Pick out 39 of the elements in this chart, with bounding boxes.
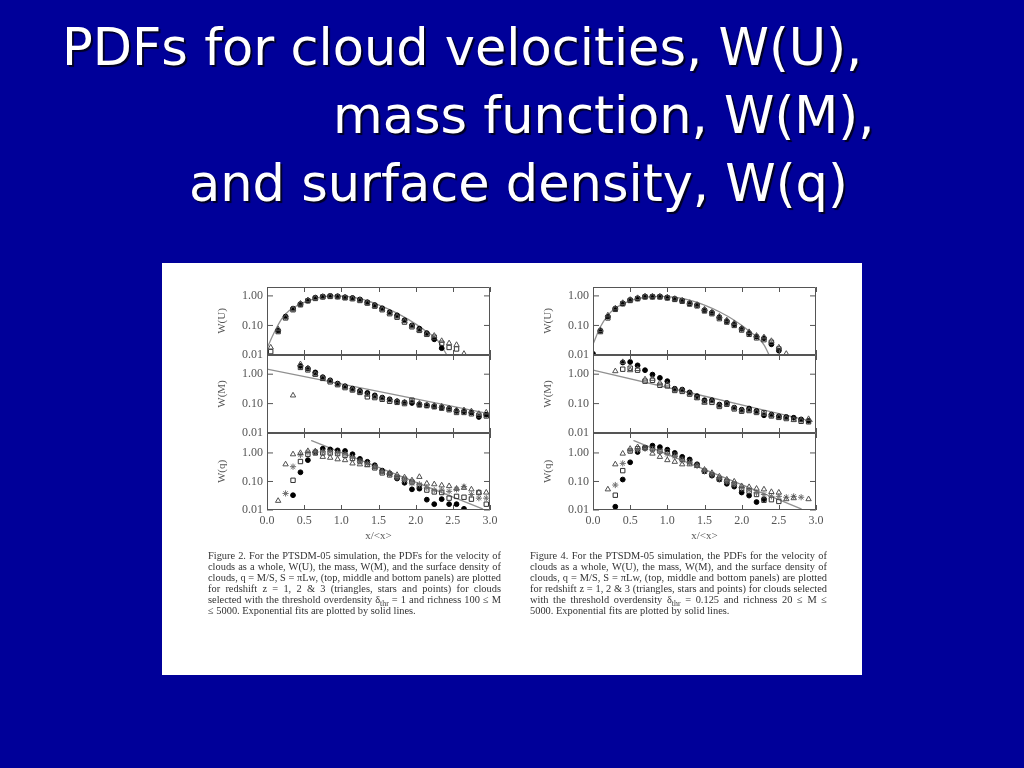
y-axis-title: W(M) (215, 379, 229, 408)
y-tick-label: 0.10 (568, 473, 589, 488)
x-tick-label: 2.0 (734, 513, 750, 528)
x-tick-label: 3.0 (808, 513, 824, 528)
y-tick-label: 1.00 (242, 445, 263, 460)
y-tick-label: 0.10 (242, 317, 263, 332)
caption: Figure 4. For the PTSDM-05 simulation, the PDFs for the velocity of clouds as a whole, W(U), the mass, W(M), and the surface density of clouds, q = M/S, S = πLw, (top, middle and bottom panels) are plotted for redshift z = 1, 2 & 3 (triangles, stars and points) for clouds selected with the threshold overdensity δ$_{thr}$ = 0.125 and richness 20 ≤ M ≤ 5000. Exponential fits are plotted by solid lines. (530, 550, 827, 616)
x-axis-title: x/<x> (365, 529, 392, 542)
y-tick-label: 1.00 (568, 445, 589, 460)
x-tick-label: 1.0 (659, 513, 675, 528)
y-tick-label: 0.10 (242, 473, 263, 488)
y-tick-label: 1.00 (242, 288, 263, 303)
y-axis-title: W(q) (215, 459, 229, 484)
y-tick-label: 0.10 (568, 395, 589, 410)
y-tick-label: 0.01 (568, 425, 589, 440)
x-tick-label: 1.0 (333, 513, 349, 528)
y-tick-label: 0.10 (242, 395, 263, 410)
y-axis-title: W(M) (541, 379, 555, 408)
y-axis-title: W(U) (215, 307, 229, 334)
y-tick-label: 1.00 (568, 288, 589, 303)
x-tick-label: 0.5 (622, 513, 638, 528)
y-tick-label: 0.10 (568, 317, 589, 332)
x-tick-label: 2.0 (408, 513, 424, 528)
y-tick-label: 0.01 (568, 347, 589, 362)
x-axis-title: x/<x> (691, 529, 718, 542)
x-tick-label: 0.5 (296, 513, 312, 528)
chart-title: PDFs for cloud velocities, W(U), mass function, W(M), and surface density, W(q) (62, 18, 875, 214)
y-tick-label: 1.00 (242, 366, 263, 381)
x-tick-label: 2.5 (445, 513, 461, 528)
y-tick-label: 0.01 (242, 347, 263, 362)
y-tick-label: 1.00 (568, 366, 589, 381)
y-tick-label: 0.01 (242, 425, 263, 440)
x-tick-label: 2.5 (771, 513, 787, 528)
y-axis-title: W(U) (541, 307, 555, 334)
y-axis-title: W(q) (541, 459, 555, 484)
x-tick-label: 1.5 (371, 513, 386, 528)
x-tick-label: 1.5 (697, 513, 712, 528)
caption: Figure 2. For the PTSDM-05 simulation, the PDFs for the velocity of clouds as a whole, W(U), the mass, W(M), and the surface density of clouds, q = M/S, S = πLw, (top, middle and bottom panels) are plotted for redshift z = 1, 2 & 3 (triangles, stars and points) for clouds selected with the threshold overdensity δ$_{thr}$ = 1 and richness 100 ≤ M ≤ 5000. Exponential fits are plotted by solid lines. (208, 550, 501, 616)
x-tick-label: 3.0 (482, 513, 498, 528)
